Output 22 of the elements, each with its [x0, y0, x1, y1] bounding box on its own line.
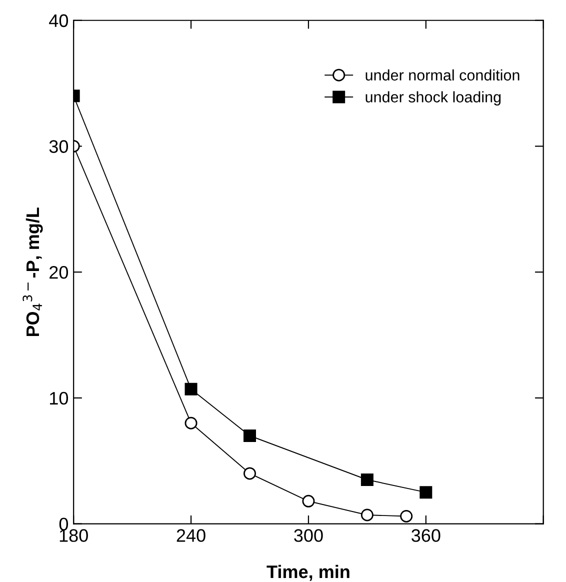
x-tick-label: 300: [294, 529, 323, 542]
x-tick-label: 360: [412, 529, 440, 542]
point: [302, 494, 315, 508]
y-tick-label: 30: [49, 140, 68, 153]
legend-label: under shock loading: [366, 91, 501, 106]
y-tick-label: 20: [50, 266, 68, 279]
point: [184, 416, 198, 430]
legend-label: under normal condition: [366, 69, 520, 81]
point: [400, 510, 413, 522]
point: [420, 486, 432, 499]
point: [243, 429, 256, 442]
point: [360, 508, 374, 522]
point: [360, 474, 374, 486]
y-tick-label: 0: [59, 518, 68, 531]
y-tick-label: 10: [50, 392, 68, 405]
y-tick-label: 40: [49, 14, 68, 28]
point: [243, 467, 256, 480]
x-tick-label: 240: [176, 529, 206, 542]
y-axis-title: PO$_{4}$$^{3−}$-P, mg/L: [22, 208, 43, 336]
point: [184, 382, 198, 396]
x-tick-label: 180: [60, 529, 88, 542]
x-axis-title: Time, min: [266, 564, 350, 581]
